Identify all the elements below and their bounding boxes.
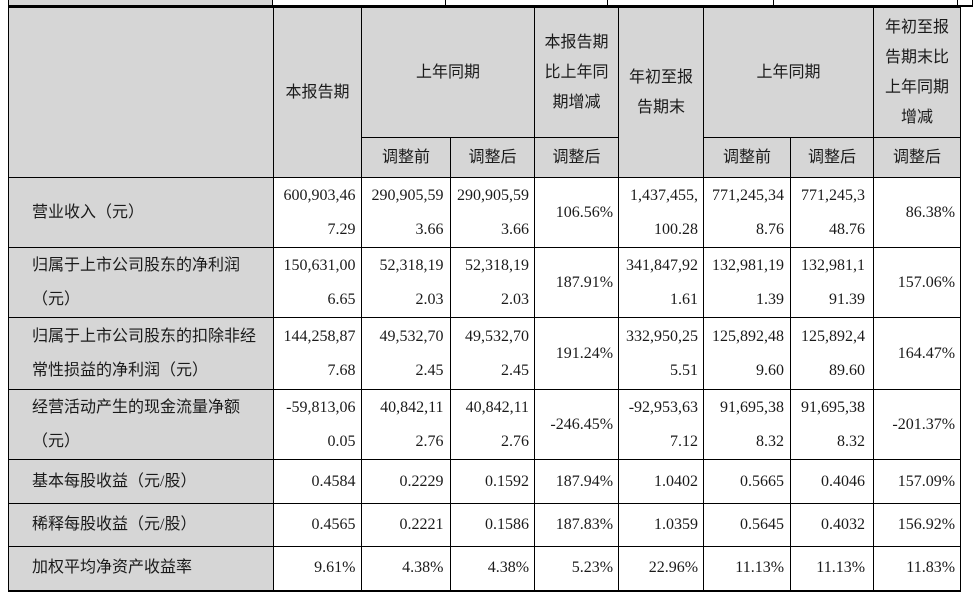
key-financials-table: 本报告期 上年同期 本报告期比上年同期增减 年初至报告期末 上年同期 年初至报告… (8, 7, 962, 592)
value-cell: 0.5665 (703, 459, 792, 504)
value-cell: 52,318,192.03 (449, 247, 536, 318)
table-row-net-profit: 归属于上市公司股东的净利润（元） 150,631,006.65 52,318,1… (8, 247, 962, 318)
value-cell: 1.0359 (618, 503, 705, 547)
metric-label: 归属于上市公司股东的净利润（元） (8, 247, 274, 318)
value-cell: 341,847,921.61 (618, 247, 705, 318)
value-cell: 49,532,702.45 (361, 317, 451, 390)
value-cell: 290,905,593.66 (449, 177, 536, 248)
value-cell: 600,903,467.29 (273, 177, 362, 248)
col-header-prior-year-period: 上年同期 (360, 7, 536, 138)
value-cell: 0.5645 (703, 503, 792, 547)
subheader-after-adjust: 调整后 (790, 137, 875, 178)
previous-table-cell (9, 0, 273, 5)
previous-table-bottom-edge (8, 0, 973, 7)
value-cell: -92,953,637.12 (618, 389, 705, 460)
subheader-after-adjust: 调整后 (449, 137, 536, 178)
value-cell: 187.94% (534, 459, 620, 504)
col-header-prior-year-ytd: 上年同期 (703, 7, 875, 138)
col-header-ytd-change: 年初至报告期末比上年同期增减 (873, 7, 962, 138)
value-cell: 125,892,489.60 (790, 317, 875, 390)
value-cell: 4.38% (449, 546, 536, 592)
table-row-basic-eps: 基本每股收益（元/股） 0.4584 0.2229 0.1592 187.94%… (8, 459, 962, 504)
subheader-before-adjust: 调整前 (361, 137, 451, 178)
value-cell: 187.83% (534, 503, 620, 547)
value-cell: 91,695,388.32 (703, 389, 792, 460)
value-cell: 144,258,877.68 (273, 317, 362, 390)
value-cell: 771,245,348.76 (790, 177, 875, 248)
metric-label: 归属于上市公司股东的扣除非经常性损益的净利润（元） (8, 317, 274, 390)
value-cell: 22.96% (618, 546, 705, 592)
metric-label: 经营活动产生的现金流量净额（元） (8, 389, 274, 460)
value-cell: 164.47% (873, 317, 962, 390)
value-cell: 290,905,593.66 (361, 177, 451, 248)
value-cell: 52,318,192.03 (361, 247, 451, 318)
col-header-period-change: 本报告期比上年同期增减 (534, 7, 620, 138)
value-cell: 132,981,191.39 (703, 247, 792, 318)
value-cell: 0.1592 (449, 459, 536, 504)
value-cell: -201.37% (873, 389, 962, 460)
table-row-net-profit-excl-nonrecurring: 归属于上市公司股东的扣除非经常性损益的净利润（元） 144,258,877.68… (8, 317, 962, 390)
value-cell: 5.23% (534, 546, 620, 592)
subheader-after-adjust: 调整后 (873, 137, 962, 178)
value-cell: 157.09% (873, 459, 962, 504)
table-row-operating-revenue: 营业收入（元） 600,903,467.29 290,905,593.66 29… (8, 177, 962, 248)
value-cell: 0.4032 (790, 503, 875, 547)
value-cell: 86.38% (873, 177, 962, 248)
value-cell: -59,813,060.05 (273, 389, 362, 460)
col-header-current-period: 本报告期 (273, 7, 362, 178)
value-cell: 0.4584 (273, 459, 362, 504)
value-cell: 187.91% (534, 247, 620, 318)
value-cell: 106.56% (534, 177, 620, 248)
metric-label: 加权平均净资产收益率 (8, 546, 274, 592)
value-cell: 771,245,348.76 (703, 177, 792, 248)
value-cell: 0.4565 (273, 503, 362, 547)
subheader-before-adjust: 调整前 (703, 137, 792, 178)
value-cell: 11.83% (873, 546, 962, 592)
value-cell: 9.61% (273, 546, 362, 592)
value-cell: 191.24% (534, 317, 620, 390)
table-row-operating-cash-flow: 经营活动产生的现金流量净额（元） -59,813,060.05 40,842,1… (8, 389, 962, 460)
value-cell: 125,892,489.60 (703, 317, 792, 390)
previous-table-cell (958, 0, 972, 5)
value-cell: 157.06% (873, 247, 962, 318)
metric-label: 基本每股收益（元/股） (8, 459, 274, 504)
metric-label: 营业收入（元） (8, 177, 274, 248)
value-cell: 40,842,112.76 (361, 389, 451, 460)
subheader-after-adjust: 调整后 (534, 137, 620, 178)
value-cell: 1,437,455,100.28 (618, 177, 705, 248)
value-cell: 49,532,702.45 (449, 317, 536, 390)
corner-cell (8, 7, 274, 178)
value-cell: 0.2229 (361, 459, 451, 504)
value-cell: 150,631,006.65 (273, 247, 362, 318)
metric-label: 稀释每股收益（元/股） (8, 503, 274, 547)
previous-table-cell (446, 0, 608, 5)
value-cell: 91,695,388.32 (790, 389, 875, 460)
previous-table-cell (774, 0, 958, 5)
value-cell: 332,950,255.51 (618, 317, 705, 390)
previous-table-cell (273, 0, 446, 5)
value-cell: 132,981,191.39 (790, 247, 875, 318)
value-cell: 40,842,112.76 (449, 389, 536, 460)
value-cell: 156.92% (873, 503, 962, 547)
value-cell: 1.0402 (618, 459, 705, 504)
value-cell: 0.4046 (790, 459, 875, 504)
table-row-diluted-eps: 稀释每股收益（元/股） 0.4565 0.2221 0.1586 187.83%… (8, 503, 962, 547)
value-cell: 11.13% (790, 546, 875, 592)
value-cell: 0.2221 (361, 503, 451, 547)
value-cell: 11.13% (703, 546, 792, 592)
value-cell: -246.45% (534, 389, 620, 460)
table-row-weighted-avg-roe: 加权平均净资产收益率 9.61% 4.38% 4.38% 5.23% 22.96… (8, 546, 962, 592)
value-cell: 0.1586 (449, 503, 536, 547)
value-cell: 4.38% (361, 546, 451, 592)
previous-table-cell (608, 0, 774, 5)
col-header-ytd: 年初至报告期末 (618, 7, 705, 178)
